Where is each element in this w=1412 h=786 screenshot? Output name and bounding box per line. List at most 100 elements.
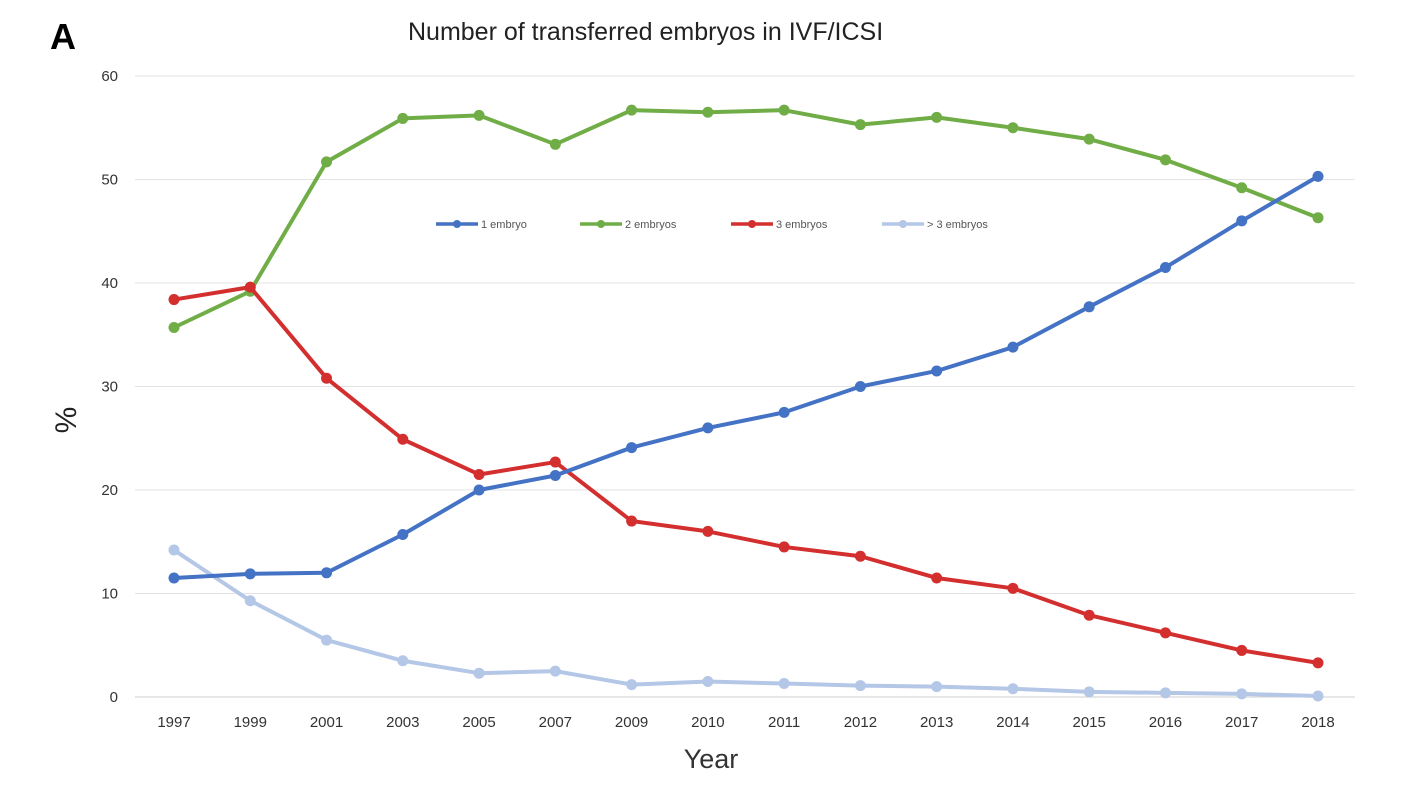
data-point-2018 <box>1312 657 1324 669</box>
legend-label: 1 embryo <box>481 219 527 231</box>
data-point-2003 <box>397 655 409 667</box>
data-point-2015 <box>1083 609 1095 621</box>
chart-title: Number of transferred embryos in IVF/ICS… <box>408 18 884 46</box>
data-point-2012 <box>854 550 866 562</box>
data-point-2010 <box>702 525 714 537</box>
series-line <box>172 548 1320 698</box>
data-point-2009 <box>626 104 638 116</box>
data-point-2001 <box>321 372 333 384</box>
data-point-1999 <box>244 281 256 293</box>
series-3-embryos <box>168 544 1324 702</box>
data-point-2007 <box>549 456 561 468</box>
series-2-embryos <box>168 104 1324 334</box>
data-point-2014 <box>1007 683 1019 695</box>
x-tick-label-2018: 2018 <box>1301 714 1334 731</box>
series-group <box>168 104 1324 702</box>
data-point-2016 <box>1159 687 1171 699</box>
series-1-embryo <box>168 170 1324 584</box>
x-tick-label-2012: 2012 <box>844 714 877 731</box>
legend-label: 3 embryos <box>776 219 828 231</box>
data-point-2013 <box>931 111 943 123</box>
x-tick-label-2009: 2009 <box>615 714 648 731</box>
data-point-2012 <box>854 381 866 392</box>
data-point-2014 <box>1007 341 1019 353</box>
data-point-2013 <box>931 572 943 584</box>
y-tick-label-0: 0 <box>110 689 118 706</box>
data-point-2014 <box>1007 582 1019 594</box>
y-tick-label-40: 40 <box>101 275 118 292</box>
gridlines <box>135 75 1355 698</box>
data-point-1999 <box>244 595 256 607</box>
x-tick-label-2016: 2016 <box>1149 714 1182 731</box>
legend-item-2: 3 embryos <box>731 219 828 231</box>
series-line <box>172 285 1320 665</box>
data-point-2009 <box>626 679 638 691</box>
data-point-2003 <box>397 112 409 124</box>
series-line <box>172 174 1320 580</box>
x-tick-label-2014: 2014 <box>996 714 1029 731</box>
series-line <box>172 108 1320 330</box>
data-point-2018 <box>1312 170 1324 182</box>
data-point-2012 <box>854 119 866 131</box>
data-point-2011 <box>778 541 790 553</box>
data-point-2017 <box>1236 215 1248 227</box>
x-tick-label-1997: 1997 <box>157 714 190 731</box>
x-tick-label-2017: 2017 <box>1225 714 1258 731</box>
data-point-2003 <box>397 433 409 445</box>
legend-swatch-marker <box>453 220 461 228</box>
data-point-2016 <box>1159 261 1171 273</box>
y-axis-ticks: 0 10 20 30 40 50 60 <box>101 68 118 706</box>
y-tick-label-60: 60 <box>101 68 118 85</box>
data-point-2018 <box>1312 212 1324 224</box>
data-point-1999 <box>244 568 256 580</box>
data-point-2017 <box>1236 644 1248 656</box>
data-point-2017 <box>1236 182 1248 194</box>
y-tick-label-20: 20 <box>101 482 118 499</box>
legend-swatch-marker <box>748 220 756 228</box>
x-tick-label-1999: 1999 <box>234 714 267 731</box>
data-point-2005 <box>473 484 485 496</box>
data-point-1997 <box>168 572 180 584</box>
x-axis-title: Year <box>684 744 739 774</box>
data-point-2015 <box>1083 301 1095 313</box>
legend-item-3: > 3 embryos <box>882 219 988 231</box>
data-point-2001 <box>321 156 333 168</box>
data-point-2017 <box>1236 688 1248 700</box>
data-point-2010 <box>702 675 714 687</box>
data-point-2005 <box>473 667 485 679</box>
y-tick-label-10: 10 <box>101 586 118 603</box>
data-point-2013 <box>931 365 943 377</box>
panel-label: A <box>50 16 76 57</box>
x-tick-label-2005: 2005 <box>462 714 495 731</box>
legend-label: 2 embryos <box>625 219 677 231</box>
x-tick-label-2013: 2013 <box>920 714 953 731</box>
data-point-2014 <box>1007 122 1019 134</box>
legend-swatch-marker <box>899 220 907 228</box>
data-point-2018 <box>1312 690 1324 702</box>
x-tick-label-2015: 2015 <box>1073 714 1106 731</box>
x-tick-label-2007: 2007 <box>539 714 572 731</box>
data-point-2007 <box>549 470 561 482</box>
data-point-2009 <box>626 442 638 454</box>
data-point-2001 <box>321 634 333 646</box>
data-point-1997 <box>168 294 180 306</box>
data-point-2011 <box>778 406 790 418</box>
data-point-1997 <box>168 544 180 556</box>
legend-label: > 3 embryos <box>927 219 988 231</box>
data-point-2007 <box>549 665 561 677</box>
legend-item-1: 2 embryos <box>580 219 677 231</box>
series-3-embryos <box>168 281 1324 669</box>
x-tick-label-2003: 2003 <box>386 714 419 731</box>
data-point-2005 <box>473 468 485 480</box>
y-tick-label-30: 30 <box>101 379 118 396</box>
data-point-2009 <box>626 515 638 527</box>
data-point-2005 <box>473 109 485 121</box>
x-tick-label-2011: 2011 <box>768 714 800 731</box>
data-point-2010 <box>702 422 714 434</box>
x-tick-label-2010: 2010 <box>691 714 724 731</box>
data-point-2015 <box>1083 133 1095 145</box>
data-point-2016 <box>1159 154 1171 166</box>
legend-item-0: 1 embryo <box>436 219 527 231</box>
y-axis-title: % <box>50 407 83 434</box>
